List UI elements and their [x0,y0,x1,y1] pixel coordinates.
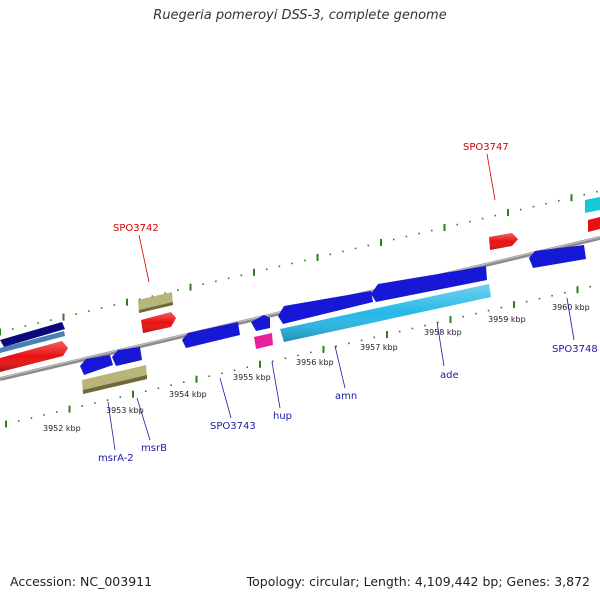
scale-label: 3958 kbp [424,328,462,337]
genome-title: Ruegeria pomeroyi DSS-3, complete genome [153,8,447,23]
scale-label: 3955 kbp [233,373,271,382]
scale-label: 3954 kbp [169,390,207,399]
scale-label: 3956 kbp [296,358,334,367]
gene-arrow[interactable] [0,331,65,353]
label-leaders [107,153,575,451]
gene-label-spo3742[interactable]: SPO3742 [113,223,159,234]
gene-arrow[interactable] [141,312,176,333]
gene-label-hup[interactable]: hup [273,411,292,422]
scale-label: 3960 kbp [552,303,590,312]
gene-arrow[interactable] [0,322,65,347]
scale-label: 3952 kbp [43,424,81,433]
gene-arrow[interactable] [529,245,586,268]
gene-block[interactable] [138,292,173,313]
gene-arrow[interactable] [80,355,113,375]
gene-arrow[interactable] [280,284,491,342]
gene-arrow[interactable] [371,266,487,302]
gene-block[interactable] [585,197,600,213]
scale-label: 3953 kbp [106,406,144,415]
genome-summary-text: Topology: circular; Length: 4,109,442 bp… [246,574,590,589]
gene-label-ade[interactable]: ade [440,370,459,381]
gene-arrow[interactable] [251,315,270,331]
gene-arrow[interactable] [278,291,373,324]
tick-row-bottom [5,285,592,428]
gene-label-spo3748[interactable]: SPO3748 [552,344,598,355]
gene-arrow[interactable] [489,233,518,250]
tick-row-top [0,190,598,336]
genes-forward [0,197,600,372]
gene-arrow[interactable] [0,341,68,372]
scale-label: 3957 kbp [360,343,398,352]
gene-label-msrb[interactable]: msrB [141,443,167,454]
genes-reverse [80,245,586,394]
gene-label-spo3743[interactable]: SPO3743 [210,421,256,432]
gene-block[interactable] [254,333,273,349]
scale-labels: 3952 kbp 3953 kbp 3954 kbp 3955 kbp 3956… [43,303,590,433]
scale-label: 3959 kbp [488,315,526,324]
gene-block[interactable] [588,217,600,232]
gene-block-edge [139,302,173,313]
gene-label-spo3747[interactable]: SPO3747 [463,142,509,153]
gene-arrow[interactable] [182,322,240,348]
gene-label-msra-2[interactable]: msrA-2 [98,453,134,464]
gene-block-edge [83,375,147,394]
accession-text: Accession: NC_003911 [10,574,153,589]
gene-label-amn[interactable]: amn [335,391,357,402]
gene-arrow[interactable] [112,347,142,366]
